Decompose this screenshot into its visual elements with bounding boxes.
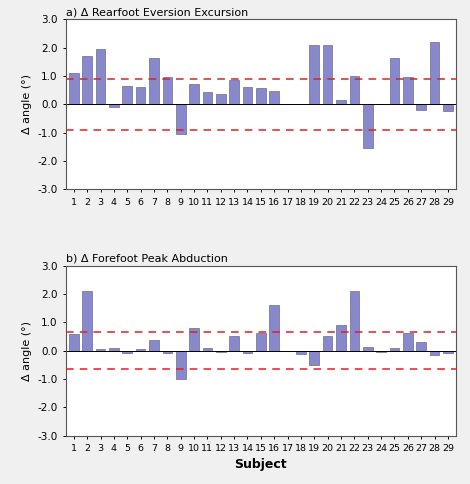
Bar — [390, 58, 399, 105]
Bar — [149, 340, 159, 350]
Bar — [229, 336, 239, 350]
Bar — [203, 348, 212, 350]
Bar — [203, 91, 212, 105]
Bar — [430, 350, 439, 355]
Bar — [430, 42, 439, 105]
Bar — [163, 350, 172, 353]
Bar — [136, 87, 145, 105]
Bar — [443, 350, 453, 353]
Bar — [109, 105, 119, 107]
Bar — [336, 325, 346, 350]
Bar — [363, 105, 373, 148]
Bar — [136, 349, 145, 350]
Bar — [216, 93, 226, 105]
Y-axis label: Δ angle (°): Δ angle (°) — [22, 75, 31, 134]
Bar — [69, 334, 78, 350]
Bar — [309, 45, 319, 105]
Bar — [350, 76, 359, 105]
Bar — [176, 105, 186, 134]
Bar — [269, 305, 279, 350]
Bar — [69, 73, 78, 105]
Bar — [256, 88, 266, 105]
Text: b) Δ Forefoot Peak Abduction: b) Δ Forefoot Peak Abduction — [66, 254, 227, 264]
Bar — [309, 350, 319, 365]
Bar — [82, 56, 92, 105]
Bar — [123, 350, 132, 353]
Bar — [296, 350, 306, 354]
Bar — [323, 45, 332, 105]
Bar — [350, 291, 359, 350]
Bar — [82, 291, 92, 350]
Bar — [189, 328, 199, 350]
Bar — [376, 350, 386, 352]
Bar — [323, 336, 332, 350]
Bar — [416, 342, 426, 350]
Bar — [363, 347, 373, 350]
Text: a) Δ Rearfoot Eversion Excursion: a) Δ Rearfoot Eversion Excursion — [66, 7, 248, 17]
Bar — [336, 100, 346, 105]
Bar — [403, 77, 413, 105]
Bar — [416, 105, 426, 110]
Bar — [443, 105, 453, 111]
Bar — [149, 58, 159, 105]
Bar — [390, 348, 399, 350]
Bar — [163, 77, 172, 105]
Bar — [216, 350, 226, 352]
Bar — [176, 350, 186, 379]
Bar — [189, 84, 199, 105]
Bar — [243, 350, 252, 353]
Bar — [243, 87, 252, 105]
Bar — [256, 333, 266, 350]
Bar — [96, 49, 105, 105]
X-axis label: Subject: Subject — [235, 458, 287, 471]
Bar — [403, 333, 413, 350]
Bar — [123, 86, 132, 105]
Bar — [109, 348, 119, 350]
Bar — [96, 349, 105, 350]
Y-axis label: Δ angle (°): Δ angle (°) — [22, 321, 31, 380]
Bar — [269, 91, 279, 105]
Bar — [229, 80, 239, 105]
